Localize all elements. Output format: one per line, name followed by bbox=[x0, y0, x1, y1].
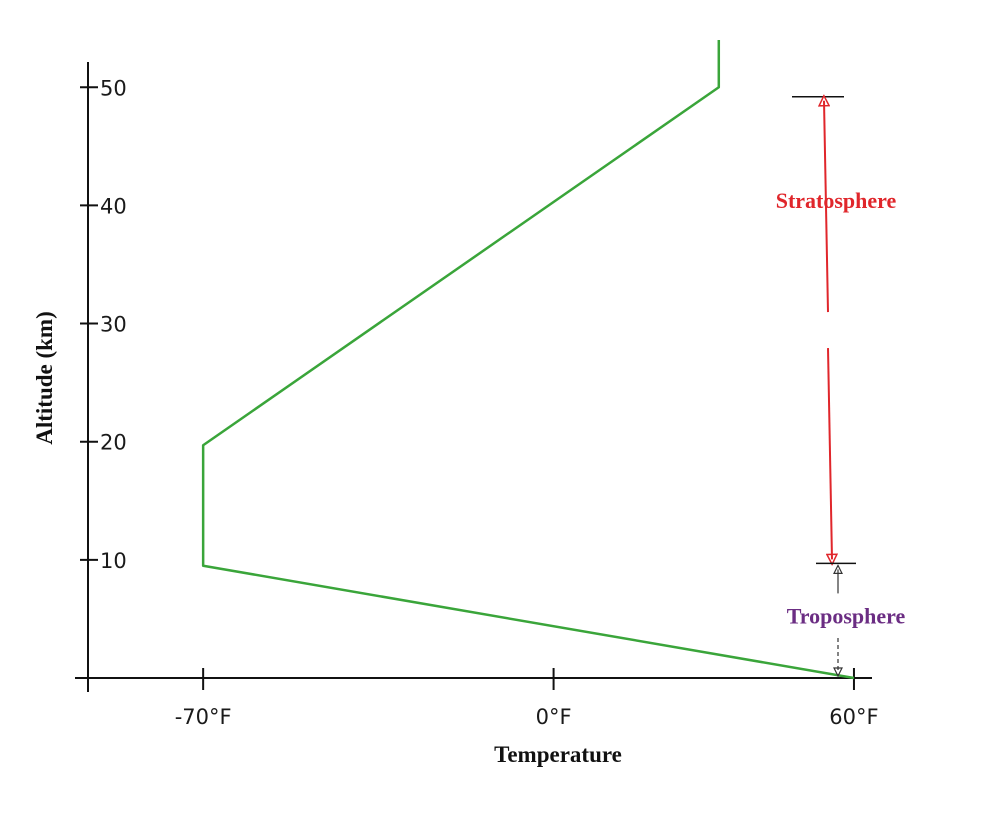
stratosphere-label: Stratosphere bbox=[776, 188, 897, 213]
troposphere-label: Troposphere bbox=[787, 603, 906, 628]
stratosphere-arrow-down bbox=[828, 348, 832, 559]
x-tick-label: -70°F bbox=[175, 705, 232, 729]
y-tick-label: 10 bbox=[100, 549, 127, 573]
y-tick-label: 40 bbox=[100, 194, 127, 218]
y-axis-title: Altitude (km) bbox=[32, 311, 57, 445]
x-axis-title: Temperature bbox=[494, 742, 622, 767]
x-tick-label: 0°F bbox=[536, 705, 572, 729]
stratosphere-arrow-up bbox=[824, 101, 828, 313]
y-tick-label: 20 bbox=[100, 431, 127, 455]
stratosphere-annotation: Stratosphere bbox=[776, 97, 897, 560]
troposphere-annotation: Troposphere bbox=[787, 562, 906, 672]
temperature-profile-line bbox=[201, 40, 855, 680]
x-tick-label: 60°F bbox=[829, 705, 878, 729]
y-tick-label: 30 bbox=[100, 313, 127, 337]
y-tick-label: 50 bbox=[100, 76, 127, 100]
